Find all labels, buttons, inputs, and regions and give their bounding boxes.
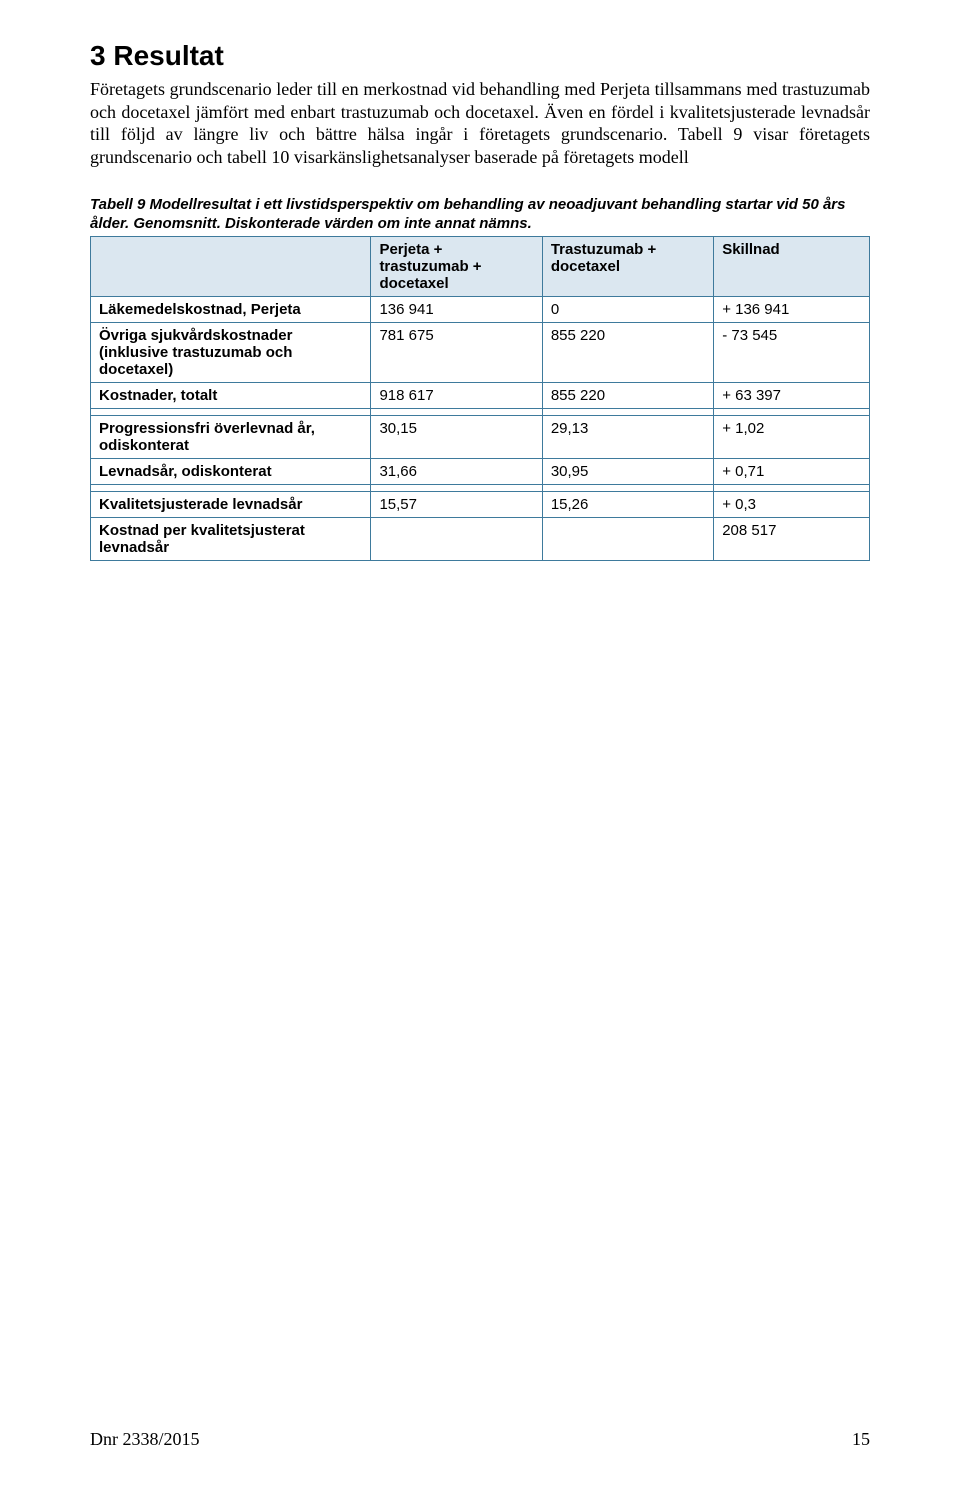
cell	[371, 517, 542, 560]
row-label: Kvalitetsjusterade levnadsår	[91, 491, 371, 517]
cell: 855 220	[542, 322, 713, 382]
cell: - 73 545	[714, 322, 870, 382]
cell: + 1,02	[714, 415, 870, 458]
table-row: Progressionsfri överlevnad år, odiskonte…	[91, 415, 870, 458]
page-footer: Dnr 2338/2015 15	[90, 1429, 870, 1450]
row-label: Kostnad per kvalitetsjusterat levnadsår	[91, 517, 371, 560]
table-caption: Tabell 9 Modellresultat i ett livstidspe…	[90, 196, 870, 234]
cell: 30,95	[542, 458, 713, 484]
section-heading: 3 Resultat	[90, 40, 870, 72]
row-label: Progressionsfri överlevnad år, odiskonte…	[91, 415, 371, 458]
spacer-row	[91, 484, 870, 491]
header-empty	[91, 236, 371, 296]
row-label: Kostnader, totalt	[91, 382, 371, 408]
table-row: Kostnad per kvalitetsjusterat levnadsår …	[91, 517, 870, 560]
table-row: Kostnader, totalt 918 617 855 220 + 63 3…	[91, 382, 870, 408]
table-row: Kvalitetsjusterade levnadsår 15,57 15,26…	[91, 491, 870, 517]
row-label: Läkemedelskostnad, Perjeta	[91, 296, 371, 322]
intro-paragraph: Företagets grundscenario leder till en m…	[90, 78, 870, 168]
spacer-row	[91, 408, 870, 415]
cell: 136 941	[371, 296, 542, 322]
footer-page-number: 15	[852, 1429, 870, 1450]
cell: 208 517	[714, 517, 870, 560]
row-label: Levnadsår, odiskonterat	[91, 458, 371, 484]
header-perjeta: Perjeta + trastuzumab + docetaxel	[371, 236, 542, 296]
cell: 29,13	[542, 415, 713, 458]
cell: + 0,71	[714, 458, 870, 484]
header-trastuzumab: Trastuzumab + docetaxel	[542, 236, 713, 296]
cell: 30,15	[371, 415, 542, 458]
cell: 31,66	[371, 458, 542, 484]
cell: + 63 397	[714, 382, 870, 408]
page: 3 Resultat Företagets grundscenario lede…	[0, 0, 960, 1490]
cell: 855 220	[542, 382, 713, 408]
footer-dnr: Dnr 2338/2015	[90, 1429, 200, 1450]
table-row: Läkemedelskostnad, Perjeta 136 941 0 + 1…	[91, 296, 870, 322]
header-skillnad: Skillnad	[714, 236, 870, 296]
cell: 781 675	[371, 322, 542, 382]
cell: 15,57	[371, 491, 542, 517]
cell	[542, 517, 713, 560]
table-row: Övriga sjukvårdskostnader (inklusive tra…	[91, 322, 870, 382]
row-label: Övriga sjukvårdskostnader (inklusive tra…	[91, 322, 371, 382]
cell: + 136 941	[714, 296, 870, 322]
table-row: Levnadsår, odiskonterat 31,66 30,95 + 0,…	[91, 458, 870, 484]
results-table: Perjeta + trastuzumab + docetaxel Trastu…	[90, 236, 870, 561]
cell: + 0,3	[714, 491, 870, 517]
cell: 15,26	[542, 491, 713, 517]
table-header-row: Perjeta + trastuzumab + docetaxel Trastu…	[91, 236, 870, 296]
cell: 0	[542, 296, 713, 322]
cell: 918 617	[371, 382, 542, 408]
